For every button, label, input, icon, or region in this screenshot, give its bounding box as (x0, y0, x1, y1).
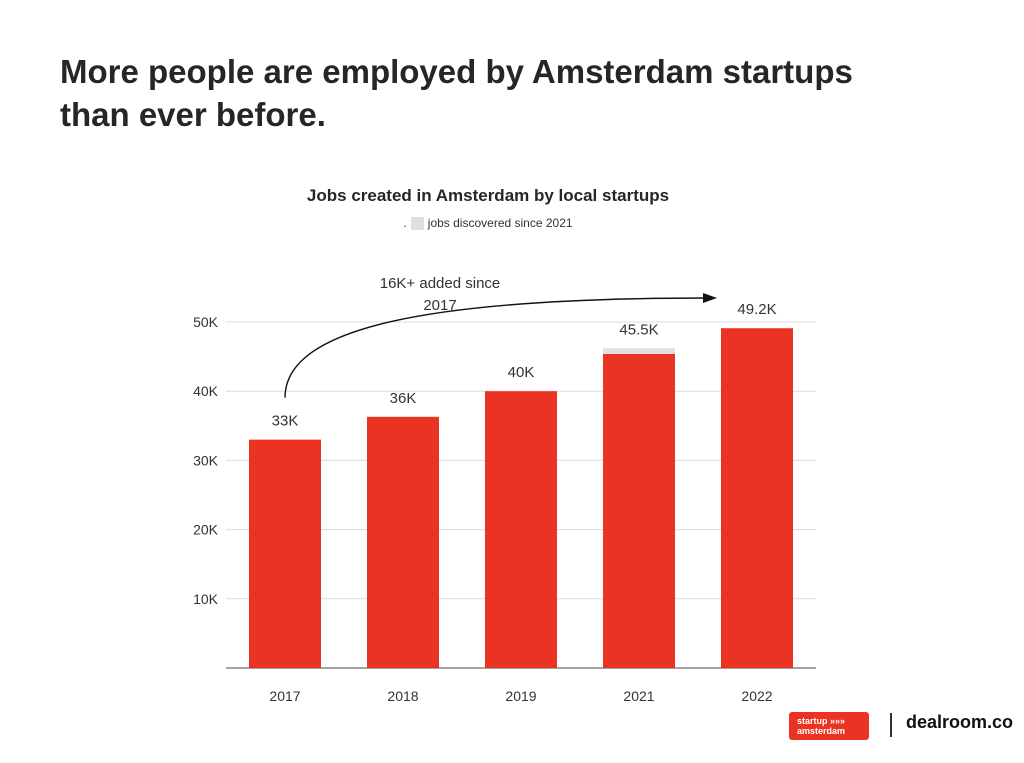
x-tick-label: 2019 (505, 688, 536, 704)
annotation-text-line-2: 2017 (423, 297, 456, 314)
legend-label: jobs discovered since 2021 (427, 216, 573, 230)
footer-divider (890, 713, 892, 737)
bar-value-label: 49.2K (737, 301, 776, 318)
x-tick-label: 2017 (269, 688, 300, 704)
dealroom-logo: dealroom.co (906, 712, 1014, 732)
bar-value-label: 45.5K (619, 321, 658, 338)
headline-line-1: More people are employed by Amsterdam st… (60, 53, 853, 90)
y-tick-label: 20K (193, 522, 219, 538)
bar-value-label: 33K (272, 413, 299, 430)
annotation-arrowhead (703, 293, 717, 303)
headline-line-2: than ever before. (60, 96, 326, 133)
chart-title: Jobs created in Amsterdam by local start… (306, 186, 670, 205)
logo-line-2: amsterdam (797, 726, 846, 736)
bar (603, 353, 675, 668)
chart-legend: . jobs discovered since 2021 (0, 216, 976, 230)
startup-amsterdam-logo: startup »»» amsterdam (789, 712, 869, 740)
bar (485, 391, 557, 668)
x-tick-label: 2018 (387, 688, 418, 704)
y-tick-label: 10K (193, 591, 219, 607)
bar-value-label: 40K (508, 364, 535, 381)
y-tick-label: 40K (193, 383, 219, 399)
bar (721, 328, 793, 668)
bar (367, 416, 439, 668)
legend-swatch (410, 216, 424, 230)
y-tick-label: 30K (193, 452, 219, 468)
x-tick-label: 2022 (741, 688, 772, 704)
x-tick-label: 2021 (623, 688, 654, 704)
logo-line-1: startup »»» (797, 716, 846, 726)
bar (249, 439, 321, 668)
bar-value-label: 36K (390, 390, 417, 407)
bar-discovered-segment (603, 348, 675, 354)
annotation-arrow (284, 297, 710, 398)
y-tick-label: 50K (193, 314, 219, 330)
headline: More people are employed by Amsterdam st… (60, 50, 960, 136)
legend-prefix: . (403, 216, 407, 230)
annotation-text-line-1: 16K+ added since (380, 275, 501, 292)
